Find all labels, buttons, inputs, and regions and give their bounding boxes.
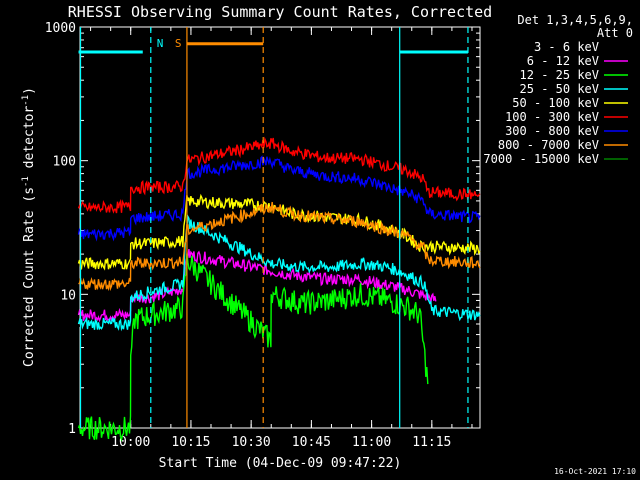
- series-line: [78, 259, 421, 342]
- series-line: [77, 136, 481, 214]
- x-tick-label: 11:00: [352, 435, 391, 450]
- plot-area: [79, 26, 481, 429]
- chart-title: RHESSI Observing Summary Count Rates, Co…: [68, 3, 492, 21]
- plot-frame: [79, 26, 481, 429]
- legend-entry-label: 300 - 800 keV: [505, 124, 599, 138]
- legend-entry-label: 800 - 7000 keV: [498, 138, 599, 152]
- x-tick-label: 11:15: [412, 435, 451, 450]
- y-tick-label: 10: [60, 288, 76, 303]
- y-tick-label: 100: [53, 155, 76, 170]
- legend-entry-label: 100 - 300 keV: [505, 110, 599, 124]
- event-marker-label: S: [175, 37, 182, 50]
- y-tick-label: 1: [68, 422, 76, 437]
- legend-entry-label: 7000 - 15000 keV: [483, 152, 599, 166]
- axes: 1 10 100 1000 10:00 10:15 10:30 10:45 11:00 11:15: [45, 21, 480, 450]
- timestamp: 16-Oct-2021 17:10: [554, 467, 636, 476]
- legend-entry-label: 12 - 25 keV: [520, 68, 599, 82]
- legend-entry-label: 25 - 50 keV: [520, 82, 599, 96]
- series-line: [77, 155, 481, 242]
- x-tick-label: 10:15: [171, 435, 210, 450]
- y-axis-label-sup2: -1: [21, 95, 31, 106]
- legend-entry-label: 50 - 100 keV: [512, 96, 599, 110]
- legend-header: Att 0: [597, 26, 633, 40]
- y-tick-label: 1000: [45, 21, 76, 36]
- x-tick-label: 10:45: [292, 435, 331, 450]
- x-tick-label: 10:00: [111, 435, 150, 450]
- x-axis-label: Start Time (04-Dec-09 09:47:22): [159, 456, 402, 471]
- series-line: [77, 214, 481, 332]
- y-axis-label-sup1: -1: [21, 176, 31, 187]
- y-axis-label-end: ): [22, 87, 37, 95]
- series-layer: [77, 136, 481, 442]
- y-axis-label-main: Corrected Count Rate (s: [22, 187, 37, 367]
- legend-header: Det 1,3,4,5,6,9,: [517, 13, 633, 27]
- series-line: [77, 253, 429, 442]
- y-axis-label-mid: detector: [22, 106, 37, 177]
- legend-entry-label: 3 - 6 keV: [534, 40, 599, 54]
- event-marker-label: N: [157, 37, 164, 50]
- y-axis-label: Corrected Count Rate (s-1 detector-1): [21, 87, 37, 367]
- series-line: [78, 201, 481, 292]
- x-tick-label: 10:30: [232, 435, 271, 450]
- legend-entry-label: 6 - 12 keV: [527, 54, 599, 68]
